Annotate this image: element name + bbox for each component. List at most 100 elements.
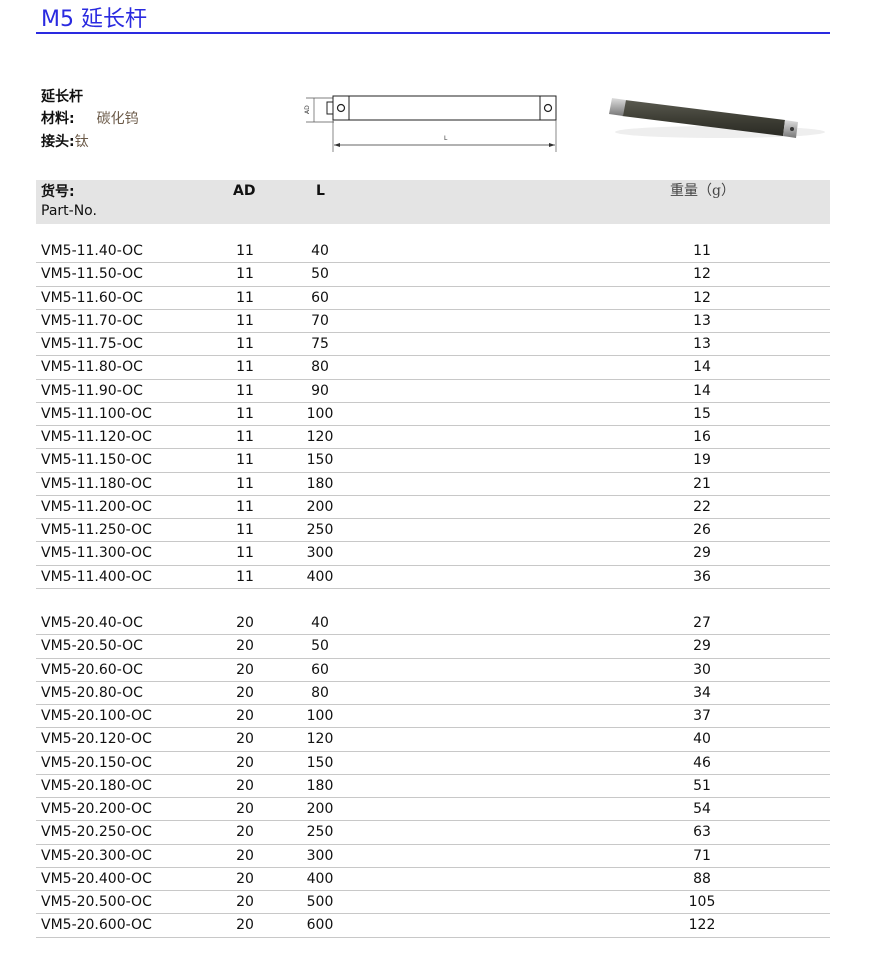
weight-value: 15 xyxy=(693,405,711,422)
part-number: VM5-11.80-OC xyxy=(41,359,143,376)
table-row: VM5-11.250-OC 11 250 26 xyxy=(36,519,830,543)
table-row: VM5-11.200-OC 11 200 22 xyxy=(36,496,830,519)
part-number: VM5-20.100-OC xyxy=(41,708,152,724)
length-value: 120 xyxy=(306,429,334,445)
ad-value: 11 xyxy=(236,498,254,515)
weight-value: 19 xyxy=(693,452,711,469)
weight-value: 40 xyxy=(693,731,711,748)
part-number: VM5-11.75-OC xyxy=(41,336,143,352)
length-value: 40 xyxy=(311,615,329,631)
part-number: VM5-11.70-OC xyxy=(41,312,143,329)
length-value: 150 xyxy=(306,452,334,469)
table-row: VM5-20.120-OC 20 120 40 xyxy=(36,728,830,752)
length-value: 200 xyxy=(306,498,334,515)
table-row: VM5-11.75-OC 11 75 13 xyxy=(36,333,830,357)
header-l: L xyxy=(316,183,325,199)
table-row: VM5-11.70-OC 11 70 13 xyxy=(36,310,830,333)
table-group-ad11: VM5-11.40-OC 11 40 11 VM5-11.50-OC 11 50 12 VM5-… xyxy=(36,240,830,589)
weight-value: 36 xyxy=(693,568,711,585)
table-header: 货号: Part-No. AD L 重量（g） xyxy=(36,180,830,224)
length-value: 250 xyxy=(306,824,334,841)
ad-value: 20 xyxy=(236,615,254,631)
table-row: VM5-20.60-OC 20 60 30 xyxy=(36,659,830,682)
ad-value: 11 xyxy=(236,336,254,352)
part-number: VM5-20.180-OC xyxy=(41,777,152,794)
technical-drawing: AD L xyxy=(304,95,557,152)
part-number: VM5-11.60-OC xyxy=(41,289,143,306)
table-row: VM5-20.200-OC 20 200 54 xyxy=(36,798,830,822)
weight-value: 12 xyxy=(693,289,711,306)
table-row: VM5-20.600-OC 20 600 122 xyxy=(36,914,830,938)
part-number: VM5-20.400-OC xyxy=(41,870,152,887)
table-row: VM5-20.100-OC 20 100 37 xyxy=(36,705,830,729)
ad-dimension-label: AD xyxy=(304,105,311,114)
table-row: VM5-20.180-OC 20 180 51 xyxy=(36,775,830,798)
weight-value: 54 xyxy=(693,801,711,817)
table-row: VM5-20.40-OC 20 40 27 xyxy=(36,612,830,636)
ad-value: 11 xyxy=(236,475,254,492)
table-row: VM5-11.100-OC 11 100 15 xyxy=(36,403,830,426)
ad-value: 20 xyxy=(236,731,254,748)
part-number: VM5-20.80-OC xyxy=(41,684,143,701)
length-value: 300 xyxy=(306,545,334,562)
part-number: VM5-11.300-OC xyxy=(41,545,152,562)
length-value: 100 xyxy=(306,405,334,422)
length-value: 40 xyxy=(311,243,329,259)
length-value: 300 xyxy=(306,847,334,864)
table-row: VM5-11.80-OC 11 80 14 xyxy=(36,356,830,380)
ad-value: 20 xyxy=(236,708,254,724)
part-number: VM5-11.250-OC xyxy=(41,522,152,538)
weight-value: 46 xyxy=(693,754,711,771)
part-number: VM5-11.180-OC xyxy=(41,475,152,492)
header-ad: AD xyxy=(233,183,256,199)
ad-value: 20 xyxy=(236,917,254,934)
weight-value: 21 xyxy=(693,475,711,492)
table-row: VM5-11.180-OC 11 180 21 xyxy=(36,473,830,496)
table-row: VM5-11.50-OC 11 50 12 xyxy=(36,263,830,287)
length-value: 75 xyxy=(311,336,329,352)
table-row: VM5-11.400-OC 11 400 36 xyxy=(36,566,830,589)
length-value: 50 xyxy=(311,638,329,655)
ad-value: 11 xyxy=(236,382,254,399)
ad-value: 11 xyxy=(236,266,254,283)
product-photo xyxy=(609,98,825,138)
ad-value: 20 xyxy=(236,777,254,794)
ad-value: 20 xyxy=(236,824,254,841)
length-value: 500 xyxy=(306,894,334,910)
page-title: M5 延长杆 xyxy=(41,7,147,32)
ad-value: 11 xyxy=(236,429,254,445)
ad-value: 20 xyxy=(236,661,254,678)
table-row: VM5-20.300-OC 20 300 71 xyxy=(36,845,830,868)
part-number: VM5-20.40-OC xyxy=(41,615,143,631)
part-number: VM5-20.50-OC xyxy=(41,638,143,655)
table-row: VM5-11.90-OC 11 90 14 xyxy=(36,380,830,403)
table-row: VM5-20.80-OC 20 80 34 xyxy=(36,682,830,705)
ad-value: 11 xyxy=(236,405,254,422)
part-number: VM5-20.200-OC xyxy=(41,801,152,817)
ad-value: 20 xyxy=(236,754,254,771)
ad-value: 11 xyxy=(236,243,254,259)
part-number: VM5-11.40-OC xyxy=(41,243,143,259)
part-number: VM5-20.60-OC xyxy=(41,661,143,678)
weight-value: 26 xyxy=(693,522,711,538)
weight-value: 12 xyxy=(693,266,711,283)
ad-value: 20 xyxy=(236,801,254,817)
weight-value: 22 xyxy=(693,498,711,515)
weight-value: 122 xyxy=(688,917,716,934)
weight-value: 37 xyxy=(693,708,711,724)
ad-value: 11 xyxy=(236,452,254,469)
ad-value: 20 xyxy=(236,684,254,701)
spec-joint: 接头:钛 xyxy=(41,134,89,150)
table-row: VM5-20.150-OC 20 150 46 xyxy=(36,752,830,775)
length-value: 400 xyxy=(306,568,334,585)
part-number: VM5-11.100-OC xyxy=(41,405,152,422)
ad-value: 11 xyxy=(236,568,254,585)
weight-value: 34 xyxy=(693,684,711,701)
weight-value: 105 xyxy=(688,894,716,910)
ad-value: 20 xyxy=(236,638,254,655)
spec-material: 材料: 碳化钨 xyxy=(41,111,139,127)
part-number: VM5-20.600-OC xyxy=(41,917,152,934)
ad-value: 11 xyxy=(236,312,254,329)
part-number: VM5-20.500-OC xyxy=(41,894,152,910)
table-row: VM5-11.40-OC 11 40 11 xyxy=(36,240,830,264)
